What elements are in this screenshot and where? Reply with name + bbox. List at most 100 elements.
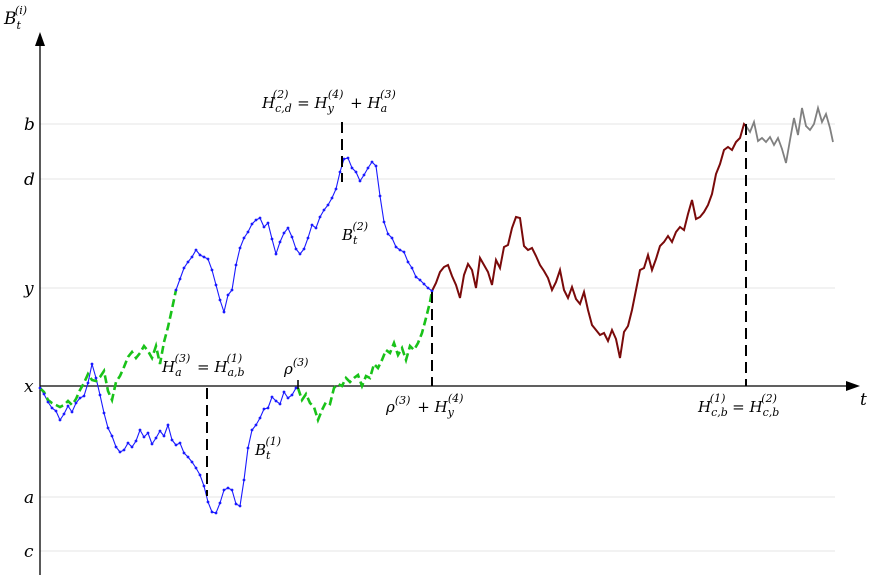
path-dot [386, 232, 390, 236]
annotation-h-a-3: Ha(3) = Ha,b(1) [161, 352, 245, 379]
path-dot [82, 394, 86, 398]
path-dot [170, 438, 174, 442]
path-dot [258, 416, 262, 420]
path-dot [246, 230, 250, 234]
path-dot [262, 225, 266, 229]
path-dot [422, 282, 426, 286]
path-dot [126, 441, 130, 445]
x-axis-arrow [846, 381, 860, 391]
path-dot [234, 263, 238, 267]
path-dot [246, 446, 250, 450]
path-dot [222, 310, 226, 314]
path-dot [298, 252, 302, 256]
path-dot [130, 445, 134, 449]
path-dot [90, 362, 94, 366]
path-dot [342, 157, 346, 161]
path-dot [190, 255, 194, 259]
annotation-b-t-1: Bt(1) [254, 435, 281, 462]
path-dot [218, 298, 222, 302]
path-dot [338, 170, 342, 174]
path-dot [214, 511, 218, 515]
path-dot [282, 390, 286, 394]
path-dot [94, 376, 98, 380]
y-axis-arrow [35, 32, 45, 46]
path-dot [98, 393, 102, 397]
path-dot [162, 434, 166, 438]
path-dot [290, 393, 294, 397]
path-dot [122, 448, 126, 452]
path-dot [274, 252, 278, 256]
path-dot [406, 260, 410, 264]
path-dot [286, 226, 290, 230]
path-dot [410, 266, 414, 270]
tick-label-d: d [24, 170, 35, 190]
path-dot [54, 409, 58, 413]
path-dot [418, 278, 422, 282]
path-dot [178, 277, 182, 281]
path-dot [258, 216, 262, 220]
path-dot [210, 268, 214, 272]
path-dot [46, 400, 50, 404]
path-dot [182, 451, 186, 455]
path-dot [286, 396, 290, 400]
path-dot [70, 410, 74, 414]
path-rho-3-segment-late [296, 290, 434, 424]
path-dot [274, 399, 278, 403]
path-dot [194, 248, 198, 252]
path-dot [186, 260, 190, 264]
path-dot [118, 450, 122, 454]
path-dot [362, 173, 366, 177]
path-dot [250, 428, 254, 432]
path-dot [330, 196, 334, 200]
path-dot [182, 266, 186, 270]
path-dot [294, 247, 298, 251]
path-dot [250, 222, 254, 226]
annotation-rho-plus-h-y-4: ρ(3) + Hy(4) [385, 392, 463, 419]
path-dot [150, 442, 154, 446]
path-dot [302, 247, 306, 251]
annotation-rho-3: ρ(3) [283, 356, 308, 378]
path-dot [146, 431, 150, 435]
tick-label-c: c [24, 542, 34, 562]
tick-label-b: b [24, 115, 35, 135]
path-dot [206, 500, 210, 504]
path-dot [66, 404, 70, 408]
path-dot [270, 237, 274, 241]
path-dots [38, 156, 434, 515]
path-dot [214, 283, 218, 287]
path-dot [78, 396, 82, 400]
path-dot [398, 248, 402, 252]
path-dot [414, 275, 418, 279]
path-dot [166, 423, 170, 427]
path-dot [354, 170, 358, 174]
path-dot [382, 220, 386, 224]
path-dot [262, 407, 266, 411]
path-dot [358, 179, 362, 183]
path-dot [198, 473, 202, 477]
path-dot [402, 250, 406, 254]
path-dot [370, 160, 374, 164]
path-dot [206, 257, 210, 261]
path-dot [366, 166, 370, 170]
annotation-h-cd-2: Hc,d(2) = Hy(4) + Ha(3) [261, 88, 396, 115]
path-dot [190, 460, 194, 464]
path-dot [102, 411, 106, 415]
path-dot [218, 501, 222, 505]
tick-label-y: y [23, 279, 34, 299]
path-dot [38, 386, 42, 390]
path-dot [278, 240, 282, 244]
y-axis-label: Bt(i) [3, 4, 27, 32]
path-dot [194, 466, 198, 470]
path-dot [254, 218, 258, 222]
path-dot [142, 435, 146, 439]
path-b-t-2 [175, 157, 433, 315]
path-dot [198, 253, 202, 257]
path-dot [50, 406, 54, 410]
path-dot [278, 402, 282, 406]
path-dot [174, 443, 178, 447]
path-dot [58, 418, 62, 422]
path-dot [266, 221, 270, 225]
path-dot [242, 478, 246, 482]
path-dot [74, 401, 78, 405]
